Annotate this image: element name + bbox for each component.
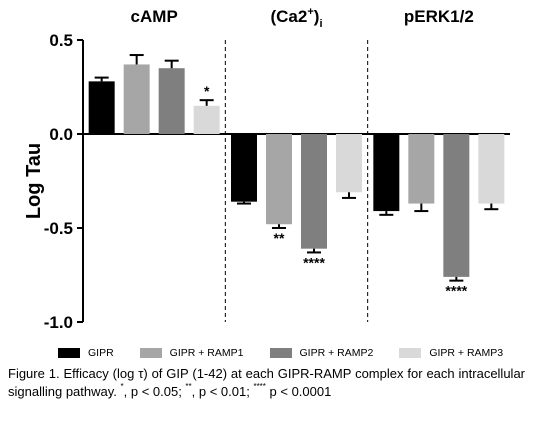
legend-swatch — [139, 348, 162, 358]
legend-item: GIPR — [58, 347, 114, 359]
y-tick-label: -0.5 — [44, 219, 73, 238]
bar — [336, 134, 362, 193]
legend-item: GIPR + RAMP2 — [269, 347, 374, 359]
chart-bars — [88, 54, 505, 282]
figure-caption: Figure 1. Efficacy (log τ) of GIP (1-42)… — [8, 365, 525, 401]
caption-text: , p < 0.05; — [123, 384, 186, 399]
caption-text: p < 0.0001 — [265, 384, 332, 399]
caption-text: , p < 0.01; — [191, 384, 254, 399]
significance-label: **** — [303, 254, 325, 270]
bar — [158, 68, 185, 134]
panel-title: pERK1/2 — [404, 7, 474, 26]
caption-sig-symbol: * — [120, 382, 124, 391]
panel-title: (Ca2+)i — [270, 6, 322, 30]
bar — [193, 105, 220, 134]
y-tick-label: 0.0 — [49, 125, 73, 144]
panel-title: cAMP — [131, 7, 178, 26]
caption-lead: Figure 1. Efficacy (log τ) of GIP (1-42)… — [8, 366, 525, 399]
bar — [123, 64, 150, 134]
legend-item: GIPR + RAMP1 — [139, 347, 244, 359]
caption-sig-symbol: **** — [253, 382, 266, 391]
bar — [88, 81, 115, 134]
caption-sig-symbol: ** — [185, 382, 192, 391]
chart-axes — [77, 39, 510, 323]
legend-swatch — [399, 348, 422, 358]
significance-label: **** — [445, 283, 467, 299]
bar — [478, 134, 505, 204]
legend-item: GIPR + RAMP3 — [399, 347, 503, 359]
y-tick-label: -1.0 — [44, 313, 73, 332]
legend-swatch — [269, 348, 292, 358]
bar — [408, 134, 435, 204]
significance-label: * — [204, 83, 210, 99]
bar — [231, 134, 257, 202]
bar — [443, 134, 470, 277]
y-tick-label: 0.5 — [49, 31, 73, 50]
bar — [266, 134, 292, 225]
legend-label: GIPR + RAMP2 — [299, 347, 374, 359]
legend-swatch — [58, 348, 80, 358]
legend-label: GIPR — [88, 347, 114, 359]
bar — [373, 134, 400, 212]
legend-label: GIPR + RAMP1 — [169, 347, 244, 359]
chart-legend: GIPR GIPR + RAMP1 GIPR + RAMP2 GIPR + RA… — [58, 345, 531, 361]
legend-label: GIPR + RAMP3 — [429, 347, 504, 359]
significance-label: ** — [274, 230, 285, 246]
bar — [301, 134, 327, 249]
y-axis-title: Log Tau — [23, 143, 45, 219]
